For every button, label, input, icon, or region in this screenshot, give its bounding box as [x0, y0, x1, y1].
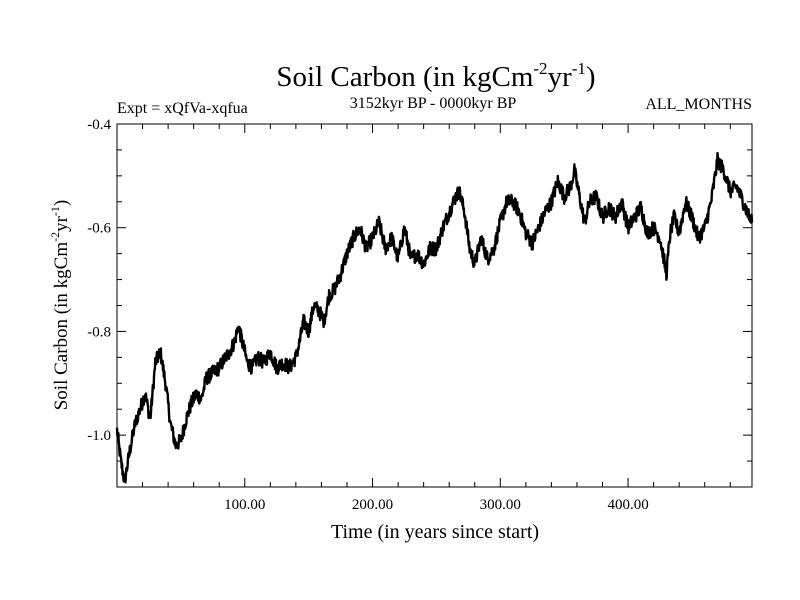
- x-tick-label: 400.00: [607, 497, 648, 513]
- y-tick-label: -1.0: [87, 428, 111, 444]
- series-line-soil-carbon: [115, 151, 754, 484]
- x-tick-label: 100.00: [224, 497, 265, 513]
- expt-label: Expt = xQfVa-xqfua: [117, 100, 248, 117]
- x-axis-label: Time (in years since start): [331, 521, 539, 543]
- x-tick-label: 200.00: [352, 497, 393, 513]
- y-tick-label: -0.6: [87, 221, 111, 237]
- plot-frame: [116, 123, 753, 488]
- y-axis-label: Soil Carbon (in kgCm-2yr-1): [48, 200, 72, 411]
- months-label: ALL_MONTHS: [645, 96, 752, 113]
- chart-title: Soil Carbon (in kgCm-2yr-1): [276, 59, 595, 93]
- y-tick-label: -0.8: [87, 324, 111, 340]
- period-label: 3152kyr BP - 0000kyr BP: [350, 95, 517, 112]
- y-tick-label: -0.4: [87, 117, 111, 133]
- axis-ticks: 100.00 200.00 300.00 400.00 -0.4 -0.6 -0.8 -1.0: [87, 117, 752, 513]
- x-tick-label: 300.00: [480, 497, 521, 513]
